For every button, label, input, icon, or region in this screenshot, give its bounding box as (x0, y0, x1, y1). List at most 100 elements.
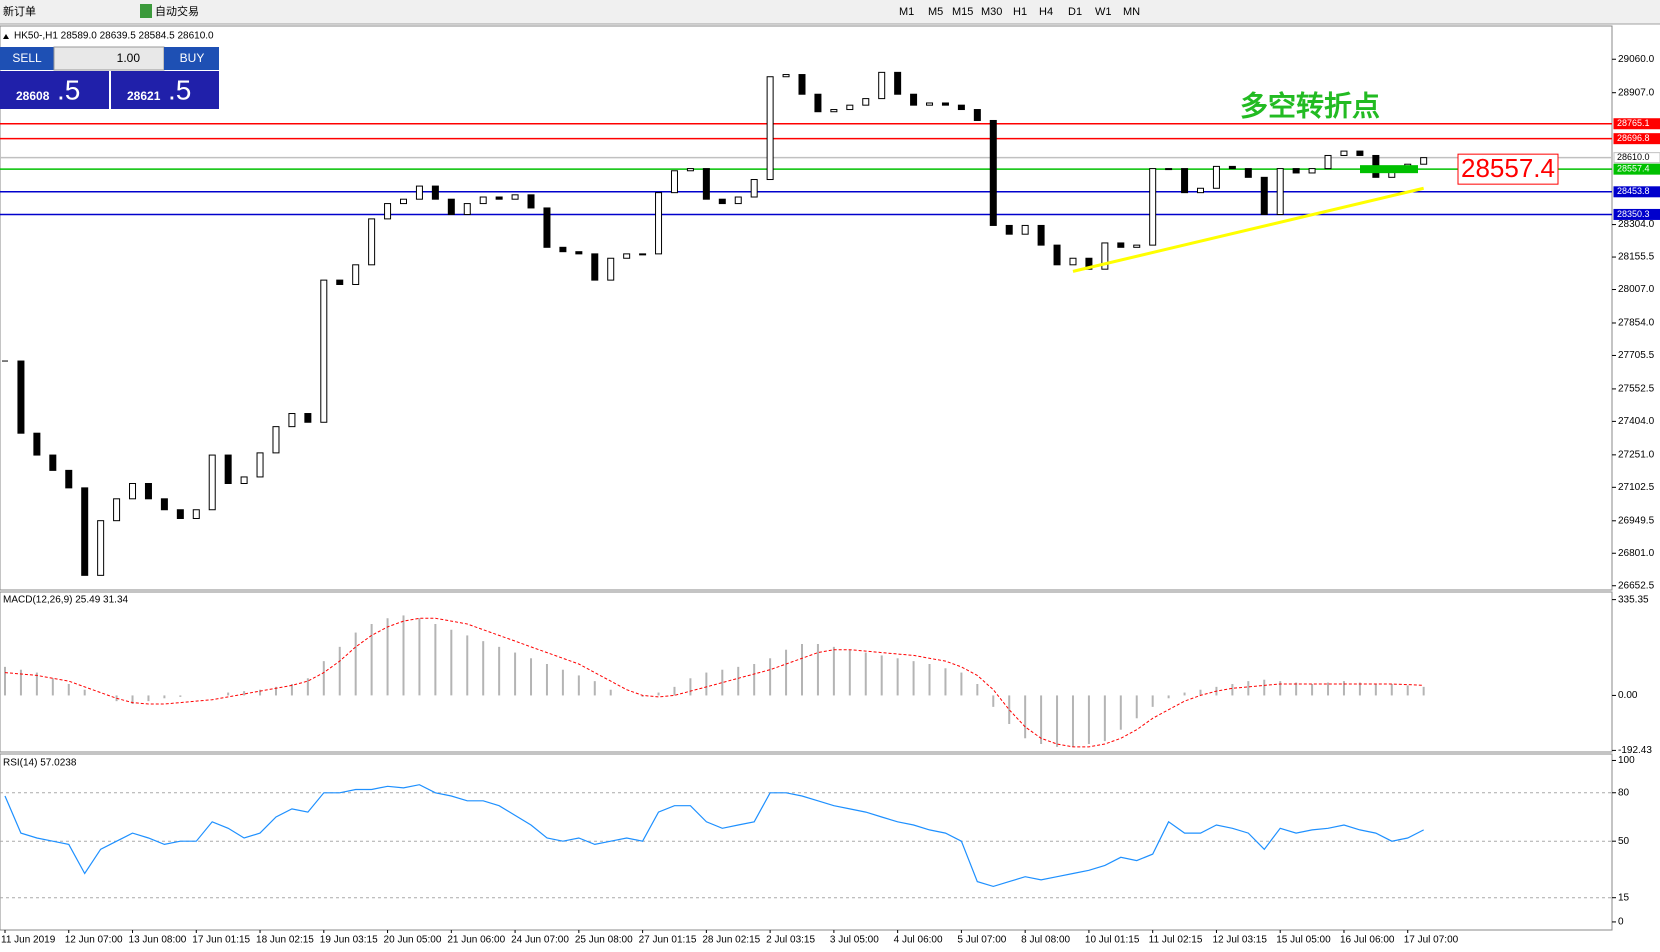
price-level-box (1613, 133, 1660, 145)
lot-value[interactable]: 1.00 (117, 51, 141, 65)
sell-price[interactable]: 28608 (16, 89, 50, 103)
y-tick-label: 28155.5 (1618, 252, 1655, 263)
sell-digits[interactable]: .5 (57, 74, 80, 105)
candle (973, 109, 981, 121)
trendline (1072, 186, 1425, 273)
y-tick-label: 26652.5 (1618, 580, 1655, 591)
price-level-label: 28350.3 (1617, 209, 1650, 219)
candle (670, 170, 678, 194)
candle (1133, 244, 1141, 248)
buy-price[interactable]: 28621 (127, 89, 161, 103)
y-tick-label: 50 (1618, 836, 1630, 847)
x-tick-label: 13 Jun 08:00 (129, 935, 187, 946)
candle (17, 360, 25, 434)
price-level-label: 28557.4 (1617, 164, 1650, 174)
x-tick-label: 17 Jul 07:00 (1404, 935, 1459, 946)
sell-price-box[interactable] (0, 71, 109, 109)
x-tick-label: 28 Jun 02:15 (702, 935, 760, 946)
candle (750, 179, 758, 198)
candle (718, 198, 726, 205)
candle (304, 413, 312, 423)
auto-trading-icon[interactable] (140, 4, 152, 18)
candle (702, 168, 710, 200)
candle (846, 104, 854, 111)
candle (686, 168, 694, 172)
x-tick-label: 21 Jun 06:00 (447, 935, 505, 946)
timeframe-button[interactable]: M1 (899, 6, 914, 18)
buy-button[interactable] (164, 47, 219, 70)
candle (431, 185, 439, 200)
timeframe-bar: M1 M5 M15 M30 H1 H4 D1 W1 MN (899, 6, 1140, 18)
annotation: 多空转折点 (1240, 89, 1380, 121)
candle (1420, 157, 1428, 165)
y-tick-label: -192.43 (1618, 745, 1652, 756)
y-tick-label: 28304.0 (1618, 219, 1655, 230)
price-level-box (1613, 118, 1660, 130)
candle (527, 194, 535, 209)
x-tick-label: 5 Jul 07:00 (957, 935, 1006, 946)
candle (814, 93, 822, 113)
price-level-label: 28610.0 (1617, 152, 1650, 162)
candle (1308, 168, 1316, 174)
timeframe-button[interactable]: M5 (928, 6, 943, 18)
x-tick-label: 12 Jun 07:00 (65, 935, 123, 946)
candle (862, 98, 870, 106)
candle (336, 279, 344, 285)
x-tick-label: 25 Jun 08:00 (575, 935, 633, 946)
price-level-label: 28696.8 (1617, 133, 1650, 143)
sell-button[interactable] (0, 47, 54, 70)
timeframe-button[interactable]: H4 (1039, 6, 1053, 18)
timeframe-button[interactable]: H1 (1013, 6, 1027, 18)
candle (957, 104, 965, 111)
candle (543, 207, 551, 248)
candle (208, 454, 216, 511)
candle (192, 509, 200, 519)
candle (113, 498, 121, 522)
candle (129, 482, 137, 500)
price-level-box (1613, 163, 1660, 175)
candle (607, 257, 615, 281)
level-marker (1360, 165, 1418, 174)
candle (1085, 257, 1093, 270)
buy-label[interactable]: BUY (180, 51, 205, 65)
chart-header: HK50-,H1 28589.0 28639.5 28584.5 28610.0 (14, 31, 214, 42)
main-panel (0, 25, 1613, 591)
level-callout-box (1457, 153, 1559, 185)
candle (160, 498, 168, 511)
timeframe-button[interactable]: W1 (1095, 6, 1112, 18)
x-tick-label: 24 Jun 07:00 (511, 935, 569, 946)
candle (463, 203, 471, 216)
timeframe-button[interactable]: M30 (981, 6, 1002, 18)
y-tick-label: 26949.5 (1618, 515, 1655, 526)
buy-digits[interactable]: .5 (168, 74, 191, 105)
candle (1021, 224, 1029, 235)
candle (495, 196, 503, 200)
timeframe-button[interactable]: D1 (1068, 6, 1082, 18)
candle (655, 192, 663, 255)
timeframe-button[interactable]: MN (1123, 6, 1140, 18)
candle (272, 426, 280, 454)
candle (81, 487, 89, 576)
candle (830, 109, 838, 113)
y-tick-label: 80 (1618, 787, 1630, 798)
candle (575, 251, 583, 255)
candle (352, 264, 360, 285)
x-tick-label: 27 Jun 01:15 (639, 935, 697, 946)
sell-label[interactable]: SELL (12, 51, 42, 65)
auto-trading-button[interactable]: 自动交易 (155, 4, 199, 18)
buy-price-box[interactable] (111, 71, 219, 109)
candle (782, 74, 790, 78)
price-level-box (1613, 186, 1660, 198)
candle (1197, 187, 1204, 194)
candle (224, 454, 232, 484)
candle (878, 71, 886, 100)
macd-panel (0, 591, 1613, 753)
candle (1260, 176, 1268, 216)
price-level-label: 28453.8 (1617, 186, 1650, 196)
timeframe-button[interactable]: M15 (952, 6, 973, 18)
lot-input[interactable] (53, 46, 165, 71)
y-tick-label: 27552.5 (1618, 384, 1655, 395)
candle (49, 454, 57, 471)
new-order-button[interactable]: 新订单 (3, 4, 36, 18)
